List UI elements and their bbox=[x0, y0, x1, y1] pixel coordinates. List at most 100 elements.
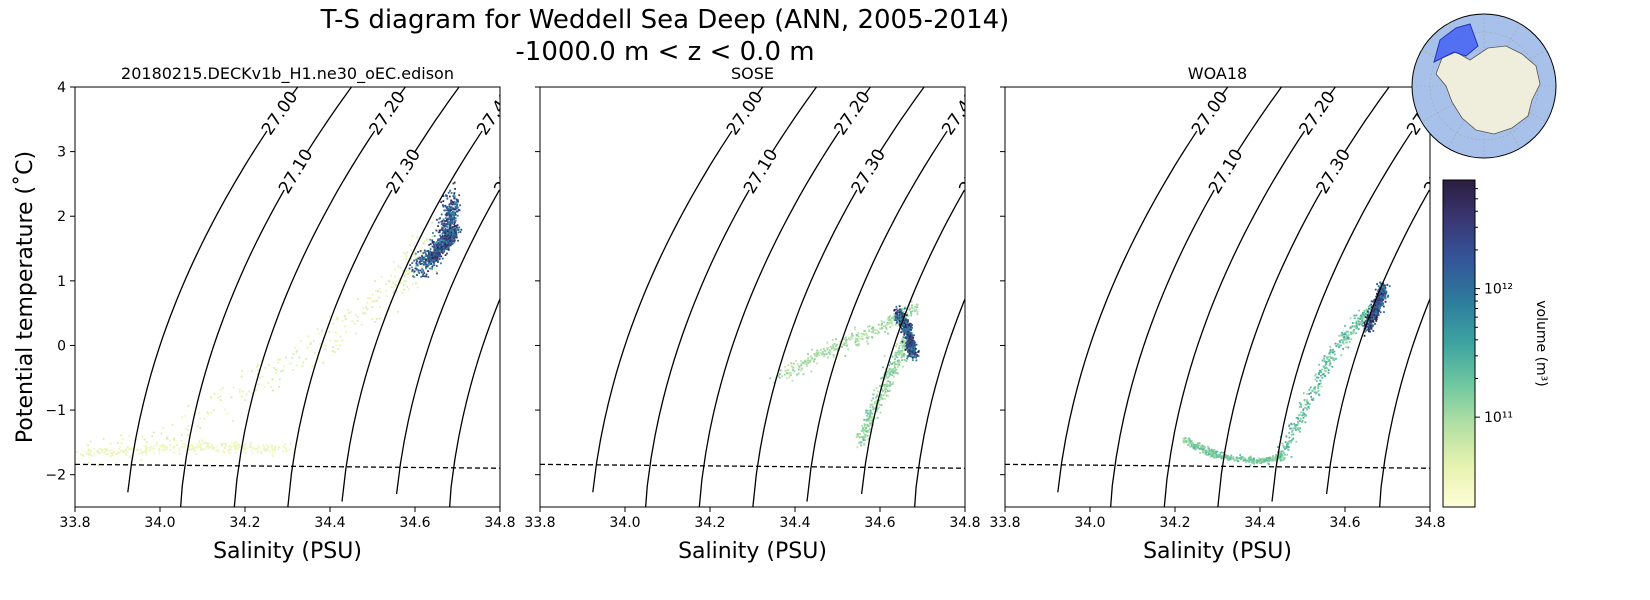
scatter-point bbox=[1184, 437, 1187, 439]
scatter-point bbox=[435, 259, 438, 262]
scatter-point bbox=[1352, 331, 1355, 334]
scatter-point bbox=[864, 330, 866, 332]
density-contour-line bbox=[502, 398, 522, 524]
scatter-point bbox=[450, 199, 452, 202]
scatter-point bbox=[833, 343, 836, 345]
scatter-point bbox=[1218, 453, 1220, 456]
scatter-point bbox=[895, 345, 897, 348]
scatter-point bbox=[1327, 356, 1329, 358]
scatter-point bbox=[862, 333, 864, 336]
scatter-point bbox=[835, 338, 837, 341]
scatter-point bbox=[256, 365, 258, 368]
scatter-point bbox=[1384, 290, 1386, 293]
density-contour-line bbox=[644, 87, 818, 507]
scatter-point bbox=[402, 252, 405, 254]
scatter-point bbox=[84, 450, 87, 453]
scatter-point bbox=[409, 259, 412, 262]
scatter-point bbox=[907, 332, 909, 334]
scatter-point bbox=[857, 435, 860, 437]
scatter-point bbox=[181, 416, 184, 419]
scatter-point bbox=[898, 323, 901, 326]
scatter-point bbox=[1352, 330, 1355, 332]
scatter-point bbox=[1275, 456, 1277, 459]
scatter-point bbox=[908, 352, 911, 355]
scatter-point bbox=[444, 244, 447, 246]
scatter-point bbox=[905, 344, 908, 347]
scatter-point bbox=[908, 322, 911, 325]
scatter-point bbox=[843, 342, 846, 345]
scatter-point bbox=[362, 307, 365, 309]
scatter-point bbox=[292, 452, 294, 454]
scatter-point bbox=[906, 337, 909, 340]
scatter-point bbox=[71, 446, 73, 448]
scatter-point bbox=[866, 414, 868, 417]
scatter-point bbox=[1332, 348, 1334, 351]
scatter-point bbox=[1201, 446, 1204, 449]
density-contour-line bbox=[1057, 87, 1229, 493]
scatter-point bbox=[871, 417, 874, 420]
scatter-point bbox=[1382, 305, 1385, 308]
scatter-point bbox=[904, 326, 907, 329]
scatter-point bbox=[1324, 370, 1327, 373]
scatter-point bbox=[1383, 295, 1386, 298]
scatter-point bbox=[130, 448, 133, 450]
scatter-point bbox=[212, 448, 215, 450]
scatter-point bbox=[818, 354, 821, 357]
scatter-point bbox=[1372, 330, 1375, 332]
scatter-point bbox=[429, 259, 432, 262]
scatter-point bbox=[1183, 439, 1186, 441]
scatter-point bbox=[898, 314, 901, 316]
scatter-point bbox=[173, 445, 176, 448]
scatter-point bbox=[199, 444, 202, 447]
scatter-point bbox=[1291, 439, 1293, 442]
scatter-point bbox=[109, 442, 112, 445]
x-tick-label: 33.8 bbox=[524, 515, 555, 531]
scatter-point bbox=[1321, 368, 1323, 371]
ts-panel-1: 20180215.DECKv1b_H1.ne30_oEC.edison27.00… bbox=[13, 64, 522, 564]
scatter-cluster bbox=[1276, 303, 1379, 462]
scatter-point bbox=[1345, 330, 1348, 333]
scatter-point bbox=[1378, 294, 1381, 297]
scatter-point bbox=[238, 444, 240, 446]
scatter-point bbox=[1209, 449, 1212, 452]
scatter-point bbox=[907, 350, 909, 353]
scatter-point bbox=[458, 194, 461, 197]
scatter-point bbox=[1230, 454, 1233, 457]
scatter-point bbox=[433, 247, 436, 250]
scatter-point bbox=[1379, 291, 1381, 293]
density-contour-line bbox=[287, 87, 460, 507]
scatter-point bbox=[450, 231, 453, 234]
scatter-point bbox=[901, 329, 904, 332]
scatter-point bbox=[199, 446, 202, 449]
scatter-point bbox=[1291, 431, 1294, 433]
scatter-point bbox=[1313, 391, 1316, 394]
scatter-point bbox=[1376, 308, 1379, 311]
scatter-point bbox=[136, 448, 138, 451]
scatter-point bbox=[222, 442, 225, 445]
scatter-point bbox=[1363, 310, 1366, 312]
scatter-point bbox=[1280, 450, 1283, 453]
scatter-point bbox=[1347, 336, 1350, 339]
scatter-point bbox=[1375, 320, 1378, 322]
scatter-point bbox=[173, 451, 176, 454]
scatter-point bbox=[1371, 316, 1373, 319]
scatter-point bbox=[439, 250, 441, 252]
scatter-point bbox=[414, 276, 417, 278]
scatter-point bbox=[805, 363, 808, 365]
scatter-point bbox=[411, 282, 414, 285]
scatter-point bbox=[1318, 383, 1320, 385]
scatter-point bbox=[1263, 457, 1265, 460]
scatter-point bbox=[1332, 358, 1335, 361]
scatter-point bbox=[1196, 444, 1199, 447]
scatter-point bbox=[1205, 453, 1208, 456]
scatter-point bbox=[1328, 364, 1331, 367]
scatter-point bbox=[854, 340, 857, 343]
x-tick-label: 34.8 bbox=[949, 515, 980, 531]
scatter-point bbox=[225, 444, 227, 447]
scatter-point bbox=[863, 418, 866, 421]
scatter-point bbox=[445, 235, 448, 238]
panel-title: SOSE bbox=[731, 64, 774, 83]
scatter-point bbox=[446, 248, 448, 251]
scatter-point bbox=[1319, 369, 1322, 372]
scatter-point bbox=[863, 433, 866, 436]
